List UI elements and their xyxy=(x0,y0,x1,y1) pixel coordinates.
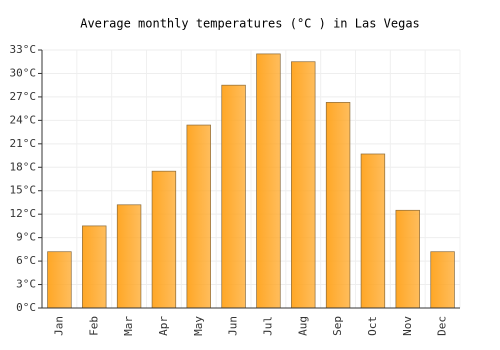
bar xyxy=(256,53,281,309)
y-tick-label: 30°C xyxy=(10,66,37,79)
y-tick-label: 21°C xyxy=(10,137,37,150)
bar xyxy=(116,204,142,309)
y-tick-label: 15°C xyxy=(10,184,37,197)
bar xyxy=(395,209,420,309)
bar xyxy=(151,170,177,309)
y-tick-label: 12°C xyxy=(10,207,37,220)
bar xyxy=(221,84,246,309)
bar xyxy=(430,251,455,309)
x-tick-label: Sep xyxy=(331,316,344,336)
y-tick-label: 18°C xyxy=(10,160,37,173)
y-tick-label: 33°C xyxy=(10,43,37,56)
x-tick-label: Feb xyxy=(87,316,100,336)
y-tick-label: 27°C xyxy=(10,90,37,103)
x-tick-label: Aug xyxy=(296,316,309,336)
x-tick-label: Jun xyxy=(227,316,240,336)
x-tick-label: May xyxy=(192,316,205,336)
x-tick-label: Nov xyxy=(401,316,414,336)
bar xyxy=(360,153,386,309)
x-tick-label: Jul xyxy=(261,316,274,336)
x-tick-label: Jan xyxy=(52,316,65,336)
bar xyxy=(82,225,107,309)
x-tick-label: Dec xyxy=(436,316,449,336)
y-tick-label: 3°C xyxy=(16,278,36,291)
y-tick-label: 0°C xyxy=(16,301,36,314)
y-tick-label: 9°C xyxy=(16,231,36,244)
x-tick-label: Mar xyxy=(122,316,135,336)
chart-title: Average monthly temperatures (°C ) in La… xyxy=(80,17,420,31)
bar xyxy=(47,251,72,309)
bar xyxy=(291,61,316,309)
y-tick-label: 6°C xyxy=(16,254,36,267)
bar xyxy=(186,124,211,309)
y-tick-label: 24°C xyxy=(10,113,37,126)
x-tick-label: Apr xyxy=(157,316,170,336)
x-tick-label: Oct xyxy=(366,316,379,336)
bar xyxy=(325,102,351,309)
